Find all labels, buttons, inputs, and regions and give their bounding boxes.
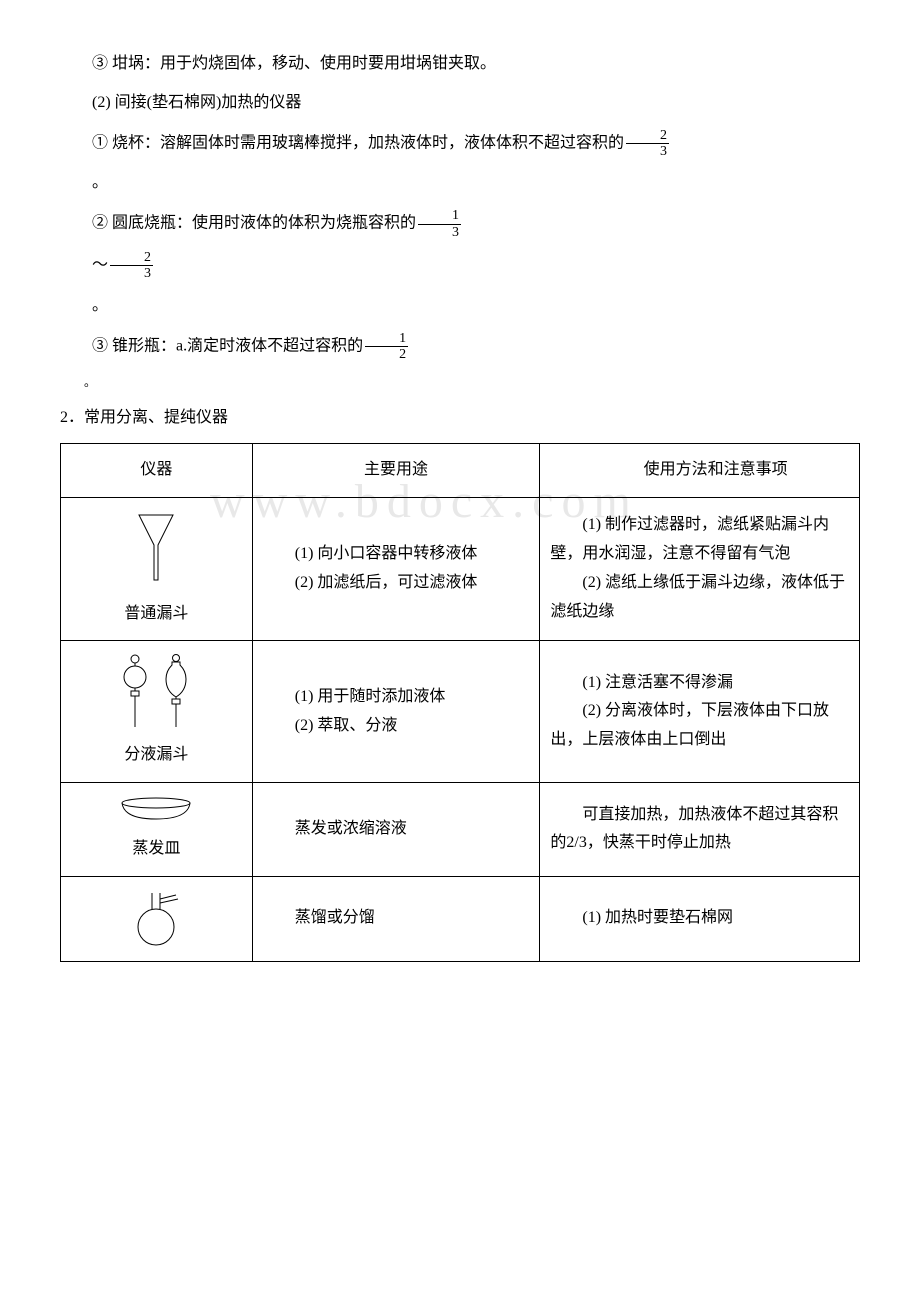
cell-funnel-note: (1) 制作过滤器时，滤纸紧贴漏斗内壁，用水润湿，注意不得留有气泡 (2) 滤纸… [540, 497, 860, 641]
fraction-2-3: 23 [626, 128, 669, 160]
separating-funnel-pear-icon [162, 653, 190, 731]
header-instrument: 仪器 [61, 443, 253, 497]
paragraph-item-3: ③ 坩埚：用于灼烧固体，移动、使用时要用坩埚钳夹取。 [60, 50, 860, 79]
table-header-row: 仪器 主要用途 使用方法和注意事项 [61, 443, 860, 497]
evaporating-dish-icon [116, 795, 196, 825]
period-2: 。 [60, 292, 860, 321]
fraction-2-3-b: 23 [110, 250, 153, 282]
table-row: 蒸馏或分馏 (1) 加热时要垫石棉网 [61, 876, 860, 961]
sep-funnel-label: 分液漏斗 [124, 741, 188, 770]
cell-distill-flask-use: 蒸馏或分馏 [252, 876, 540, 961]
table-wrapper: www.bdocx.com 仪器 主要用途 使用方法和注意事项 普通漏斗 (1)… [60, 443, 860, 962]
text-conical-pre: ③ 锥形瓶：a.滴定时液体不超过容积的 [92, 337, 363, 354]
cell-evap-dish-use: 蒸发或浓缩溶液 [252, 783, 540, 877]
separation-instruments-table: 仪器 主要用途 使用方法和注意事项 普通漏斗 (1) 向小口容器中转移液体 (2… [60, 443, 860, 962]
header-note: 使用方法和注意事项 [540, 443, 860, 497]
paragraph-conical-flask: ③ 锥形瓶：a.滴定时液体不超过容积的12 [60, 331, 860, 363]
section-2-title: 2．常用分离、提纯仪器 [60, 404, 860, 433]
text-flask-pre: ② 圆底烧瓶：使用时液体的体积为烧瓶容积的 [92, 215, 416, 232]
cell-sep-funnel-use: (1) 用于随时添加液体 (2) 萃取、分液 [252, 641, 540, 783]
tilde-symbol: ～ [92, 257, 108, 274]
cell-sep-funnel-icon: 分液漏斗 [61, 641, 253, 783]
text-beaker-pre: ① 烧杯：溶解固体时需用玻璃棒搅拌，加热液体时，液体体积不超过容积的 [92, 134, 624, 151]
cell-distill-flask-icon [61, 876, 253, 961]
header-use: 主要用途 [252, 443, 540, 497]
cell-evap-dish-note: 可直接加热，加热液体不超过其容积的2/3，快蒸干时停止加热 [540, 783, 860, 877]
fraction-1-2: 12 [365, 331, 408, 363]
cell-distill-flask-note: (1) 加热时要垫石棉网 [540, 876, 860, 961]
cell-funnel-use: (1) 向小口容器中转移液体 (2) 加滤纸后，可过滤液体 [252, 497, 540, 641]
cell-funnel-icon: 普通漏斗 [61, 497, 253, 641]
paragraph-beaker: ① 烧杯：溶解固体时需用玻璃棒搅拌，加热液体时，液体体积不超过容积的23 [60, 128, 860, 160]
table-row: 蒸发皿 蒸发或浓缩溶液 可直接加热，加热液体不超过其容积的2/3，快蒸干时停止加… [61, 783, 860, 877]
funnel-label: 普通漏斗 [124, 600, 188, 629]
paragraph-sub-2: (2) 间接(垫石棉网)加热的仪器 [60, 89, 860, 118]
cell-sep-funnel-note: (1) 注意活塞不得渗漏 (2) 分离液体时，下层液体由下口放出，上层液体由上口… [540, 641, 860, 783]
distillation-flask-icon [126, 889, 186, 949]
tilde-fraction: ～23 [60, 250, 860, 282]
evap-dish-label: 蒸发皿 [132, 835, 180, 864]
fraction-1-3: 13 [418, 208, 461, 240]
period-3: 。 [60, 372, 860, 394]
period-1: 。 [60, 169, 860, 198]
cell-evap-dish-icon: 蒸发皿 [61, 783, 253, 877]
table-row: 分液漏斗 (1) 用于随时添加液体 (2) 萃取、分液 (1) 注意活塞不得渗漏… [61, 641, 860, 783]
separating-funnel-ball-icon [122, 653, 148, 731]
funnel-icon [131, 510, 181, 590]
paragraph-round-flask: ② 圆底烧瓶：使用时液体的体积为烧瓶容积的13 [60, 208, 860, 240]
table-row: 普通漏斗 (1) 向小口容器中转移液体 (2) 加滤纸后，可过滤液体 (1) 制… [61, 497, 860, 641]
